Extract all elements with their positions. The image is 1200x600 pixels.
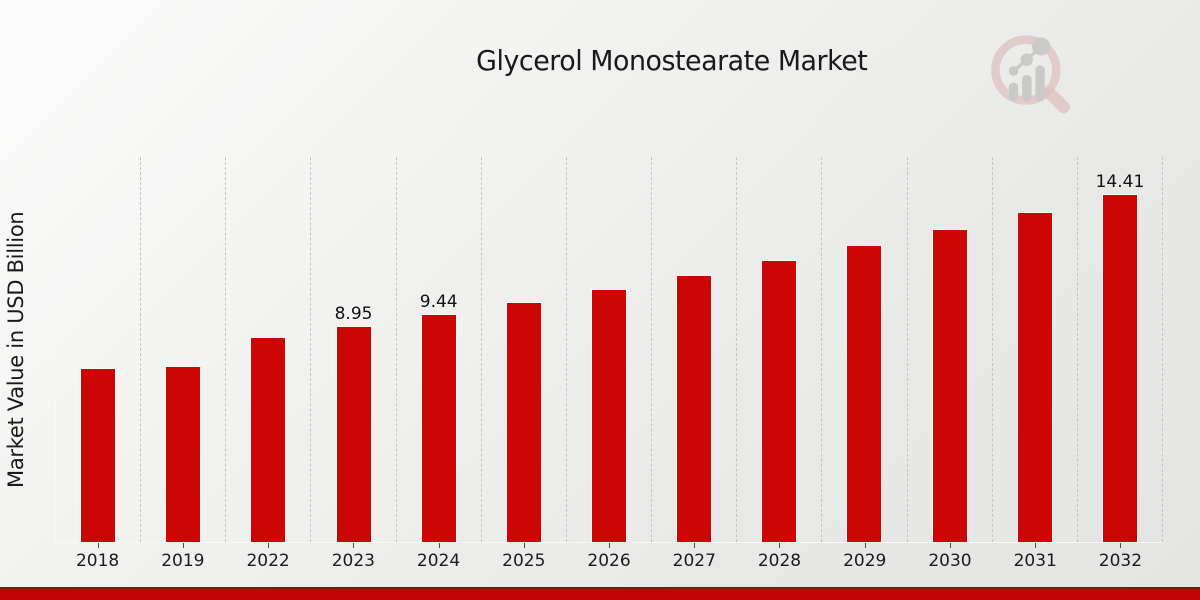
bar-2031 bbox=[1016, 212, 1053, 543]
category-slot-2026 bbox=[567, 157, 653, 544]
y-axis-title: Market Value in USD Billion bbox=[4, 211, 28, 489]
x-axis-tick bbox=[268, 543, 270, 548]
bar-2018 bbox=[80, 367, 117, 544]
bottom-accent-bar bbox=[0, 587, 1200, 600]
x-axis-label-2023: 2023 bbox=[311, 543, 396, 571]
x-axis-tick bbox=[438, 543, 440, 548]
x-axis-label-2030: 2030 bbox=[907, 543, 992, 571]
bar-2026 bbox=[591, 288, 628, 544]
bar-2024: 9.44 bbox=[420, 292, 458, 544]
plot-area: 8.95 9.44 14.41 bbox=[55, 157, 1164, 544]
x-axis-label-2029: 2029 bbox=[822, 543, 907, 571]
bar-2023: 8.95 bbox=[335, 304, 372, 544]
x-axis-label-2032: 2032 bbox=[1078, 543, 1163, 571]
x-axis: 2018 2019 2022 2023 2024 2025 2026 2027 2028 2029… bbox=[55, 543, 1163, 571]
x-axis-tick bbox=[779, 543, 781, 548]
x-axis-tick bbox=[609, 543, 611, 548]
bar-value-label-2024: 9.44 bbox=[419, 291, 458, 312]
bar-2032: 14.41 bbox=[1096, 172, 1144, 543]
x-axis-tick bbox=[1120, 543, 1122, 548]
x-axis-tick bbox=[949, 543, 951, 548]
chart-title: Glycerol Monostearate Market bbox=[476, 44, 868, 77]
x-axis-label-2019: 2019 bbox=[140, 543, 225, 571]
x-axis-tick bbox=[182, 543, 184, 548]
category-slot-2031 bbox=[993, 157, 1078, 543]
bar-2022 bbox=[250, 337, 287, 543]
x-axis-label-2028: 2028 bbox=[737, 543, 822, 571]
x-axis-label-2022: 2022 bbox=[225, 543, 310, 571]
x-axis-tick bbox=[864, 543, 866, 548]
x-axis-tick bbox=[1035, 543, 1037, 548]
category-slot-2028 bbox=[737, 157, 823, 543]
bar-2028 bbox=[761, 260, 798, 543]
x-axis-label-2027: 2027 bbox=[652, 543, 737, 571]
bar-2019 bbox=[165, 365, 202, 544]
bar-value-label-2032: 14.41 bbox=[1095, 172, 1145, 193]
category-slot-2018 bbox=[56, 157, 142, 544]
x-axis-label-2018: 2018 bbox=[55, 543, 140, 571]
bar-2029 bbox=[846, 245, 883, 543]
category-slot-2030 bbox=[908, 157, 993, 543]
x-axis-label-2025: 2025 bbox=[481, 543, 566, 571]
x-axis-tick bbox=[523, 543, 525, 548]
x-axis-label-2026: 2026 bbox=[566, 543, 651, 571]
x-axis-tick bbox=[694, 543, 696, 548]
category-slot-2025 bbox=[482, 157, 567, 544]
category-slot-2024: 9.44 bbox=[397, 157, 482, 544]
category-slot-2023: 8.95 bbox=[311, 157, 397, 544]
x-axis-label-2024: 2024 bbox=[396, 543, 481, 571]
x-axis-tick bbox=[97, 543, 99, 548]
x-axis-tick bbox=[353, 543, 355, 548]
category-slot-2032: 14.41 bbox=[1078, 157, 1164, 543]
category-slot-2019 bbox=[141, 157, 227, 544]
bar-2027 bbox=[676, 274, 713, 544]
category-slot-2027 bbox=[652, 157, 738, 544]
bar-2025 bbox=[505, 301, 542, 544]
category-slot-2022 bbox=[226, 157, 312, 543]
category-slot-2029 bbox=[822, 157, 908, 543]
magnifier-bar-chart-icon bbox=[991, 35, 1071, 114]
bar-value-label-2023: 8.95 bbox=[334, 303, 373, 324]
x-axis-label-2031: 2031 bbox=[993, 543, 1078, 571]
bar-2030 bbox=[931, 229, 968, 543]
